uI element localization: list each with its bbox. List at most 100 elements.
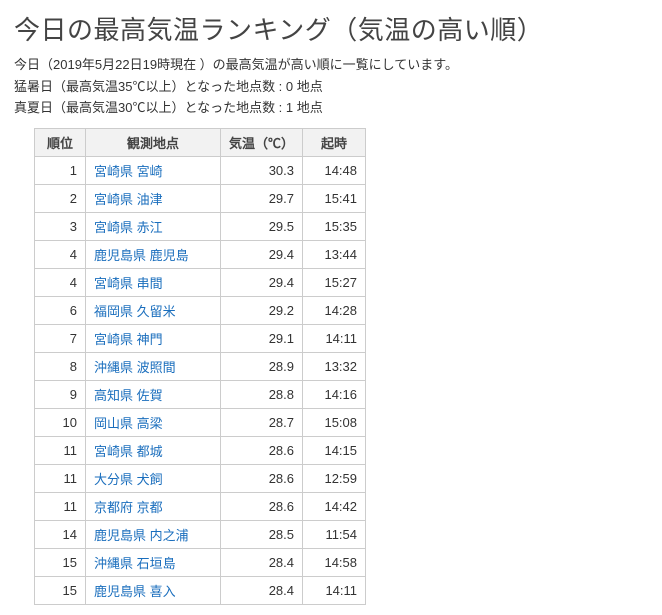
cell-rank: 11 xyxy=(35,492,86,520)
cell-rank: 14 xyxy=(35,520,86,548)
cell-time: 14:58 xyxy=(303,548,366,576)
cell-temperature: 29.4 xyxy=(221,268,303,296)
cell-time: 12:59 xyxy=(303,464,366,492)
table-header-row: 順位 観測地点 気温（℃） 起時 xyxy=(35,128,366,156)
cell-temperature: 28.8 xyxy=(221,380,303,408)
cell-temperature: 28.5 xyxy=(221,520,303,548)
table-row: 11 大分県 犬飼 28.612:59 xyxy=(35,464,366,492)
cell-rank: 3 xyxy=(35,212,86,240)
description-line-3: 真夏日（最高気温30℃以上）となった地点数 : 1 地点 xyxy=(14,98,648,118)
location-link[interactable]: 宮崎県 串間 xyxy=(94,276,163,291)
location-link[interactable]: 鹿児島県 内之浦 xyxy=(94,528,189,543)
cell-location: 鹿児島県 喜入 xyxy=(86,576,221,604)
cell-location: 宮崎県 宮崎 xyxy=(86,156,221,184)
cell-location: 鹿児島県 内之浦 xyxy=(86,520,221,548)
table-row: 15 鹿児島県 喜入 28.414:11 xyxy=(35,576,366,604)
cell-time: 14:28 xyxy=(303,296,366,324)
cell-temperature: 28.9 xyxy=(221,352,303,380)
cell-temperature: 28.4 xyxy=(221,548,303,576)
cell-location: 宮崎県 油津 xyxy=(86,184,221,212)
location-link[interactable]: 大分県 犬飼 xyxy=(94,472,163,487)
location-link[interactable]: 鹿児島県 鹿児島 xyxy=(94,248,189,263)
cell-time: 14:11 xyxy=(303,324,366,352)
cell-location: 大分県 犬飼 xyxy=(86,464,221,492)
cell-time: 15:08 xyxy=(303,408,366,436)
cell-rank: 4 xyxy=(35,240,86,268)
location-link[interactable]: 宮崎県 神門 xyxy=(94,332,163,347)
table-row: 3宮崎県 赤江29.515:35 xyxy=(35,212,366,240)
description-line-1: 今日（2019年5月22日19時現在 ）の最高気温が高い順に一覧にしています。 xyxy=(14,55,648,75)
table-row: 4 宮崎県 串間 29.415:27 xyxy=(35,268,366,296)
cell-rank: 11 xyxy=(35,464,86,492)
cell-location: 宮崎県 神門 xyxy=(86,324,221,352)
cell-temperature: 29.2 xyxy=(221,296,303,324)
cell-temperature: 28.6 xyxy=(221,464,303,492)
cell-time: 15:35 xyxy=(303,212,366,240)
table-row: 2 宮崎県 油津 29.715:41 xyxy=(35,184,366,212)
location-link[interactable]: 宮崎県 宮崎 xyxy=(94,164,163,179)
location-link[interactable]: 鹿児島県 喜入 xyxy=(94,584,176,599)
cell-time: 14:15 xyxy=(303,436,366,464)
ranking-table: 順位 観測地点 気温（℃） 起時 1宮崎県 宮崎30.314:482 宮崎県 油津… xyxy=(34,128,366,605)
location-link[interactable]: 沖縄県 波照間 xyxy=(94,360,176,375)
cell-temperature: 28.6 xyxy=(221,436,303,464)
cell-rank: 7 xyxy=(35,324,86,352)
table-row: 11 京都府 京都 28.614:42 xyxy=(35,492,366,520)
cell-location: 沖縄県 石垣島 xyxy=(86,548,221,576)
col-temperature: 気温（℃） xyxy=(221,128,303,156)
cell-time: 15:41 xyxy=(303,184,366,212)
description-line-2: 猛暑日（最高気温35℃以上）となった地点数 : 0 地点 xyxy=(14,77,648,97)
table-row: 1宮崎県 宮崎30.314:48 xyxy=(35,156,366,184)
table-row: 6 福岡県 久留米 29.214:28 xyxy=(35,296,366,324)
table-row: 7 宮崎県 神門 29.114:11 xyxy=(35,324,366,352)
cell-rank: 15 xyxy=(35,548,86,576)
cell-temperature: 29.7 xyxy=(221,184,303,212)
location-link[interactable]: 宮崎県 都城 xyxy=(94,444,163,459)
cell-location: 沖縄県 波照間 xyxy=(86,352,221,380)
cell-rank: 6 xyxy=(35,296,86,324)
cell-rank: 2 xyxy=(35,184,86,212)
cell-location: 岡山県 高梁 xyxy=(86,408,221,436)
cell-temperature: 28.6 xyxy=(221,492,303,520)
col-rank: 順位 xyxy=(35,128,86,156)
cell-rank: 10 xyxy=(35,408,86,436)
cell-location: 高知県 佐賀 xyxy=(86,380,221,408)
cell-time: 14:48 xyxy=(303,156,366,184)
location-link[interactable]: 宮崎県 赤江 xyxy=(94,220,163,235)
col-location: 観測地点 xyxy=(86,128,221,156)
table-row: 10 岡山県 高梁 28.715:08 xyxy=(35,408,366,436)
cell-rank: 11 xyxy=(35,436,86,464)
cell-location: 宮崎県 串間 xyxy=(86,268,221,296)
cell-location: 宮崎県 赤江 xyxy=(86,212,221,240)
location-link[interactable]: 高知県 佐賀 xyxy=(94,388,163,403)
cell-rank: 15 xyxy=(35,576,86,604)
cell-rank: 4 xyxy=(35,268,86,296)
cell-location: 京都府 京都 xyxy=(86,492,221,520)
table-row: 9 高知県 佐賀 28.814:16 xyxy=(35,380,366,408)
cell-time: 14:11 xyxy=(303,576,366,604)
cell-time: 14:42 xyxy=(303,492,366,520)
cell-rank: 8 xyxy=(35,352,86,380)
location-link[interactable]: 岡山県 高梁 xyxy=(94,416,163,431)
cell-temperature: 29.1 xyxy=(221,324,303,352)
cell-time: 14:16 xyxy=(303,380,366,408)
cell-location: 福岡県 久留米 xyxy=(86,296,221,324)
cell-temperature: 29.4 xyxy=(221,240,303,268)
cell-time: 15:27 xyxy=(303,268,366,296)
location-link[interactable]: 京都府 京都 xyxy=(94,500,163,515)
col-time: 起時 xyxy=(303,128,366,156)
cell-temperature: 28.4 xyxy=(221,576,303,604)
page-title: 今日の最高気温ランキング（気温の高い順） xyxy=(14,10,648,47)
cell-location: 鹿児島県 鹿児島 xyxy=(86,240,221,268)
table-row: 11 宮崎県 都城 28.614:15 xyxy=(35,436,366,464)
cell-time: 13:32 xyxy=(303,352,366,380)
location-link[interactable]: 宮崎県 油津 xyxy=(94,192,163,207)
cell-time: 11:54 xyxy=(303,520,366,548)
location-link[interactable]: 福岡県 久留米 xyxy=(94,304,176,319)
table-row: 14 鹿児島県 内之浦 28.511:54 xyxy=(35,520,366,548)
cell-rank: 9 xyxy=(35,380,86,408)
location-link[interactable]: 沖縄県 石垣島 xyxy=(94,556,176,571)
table-row: 8 沖縄県 波照間 28.913:32 xyxy=(35,352,366,380)
cell-temperature: 28.7 xyxy=(221,408,303,436)
table-row: 15 沖縄県 石垣島 28.414:58 xyxy=(35,548,366,576)
